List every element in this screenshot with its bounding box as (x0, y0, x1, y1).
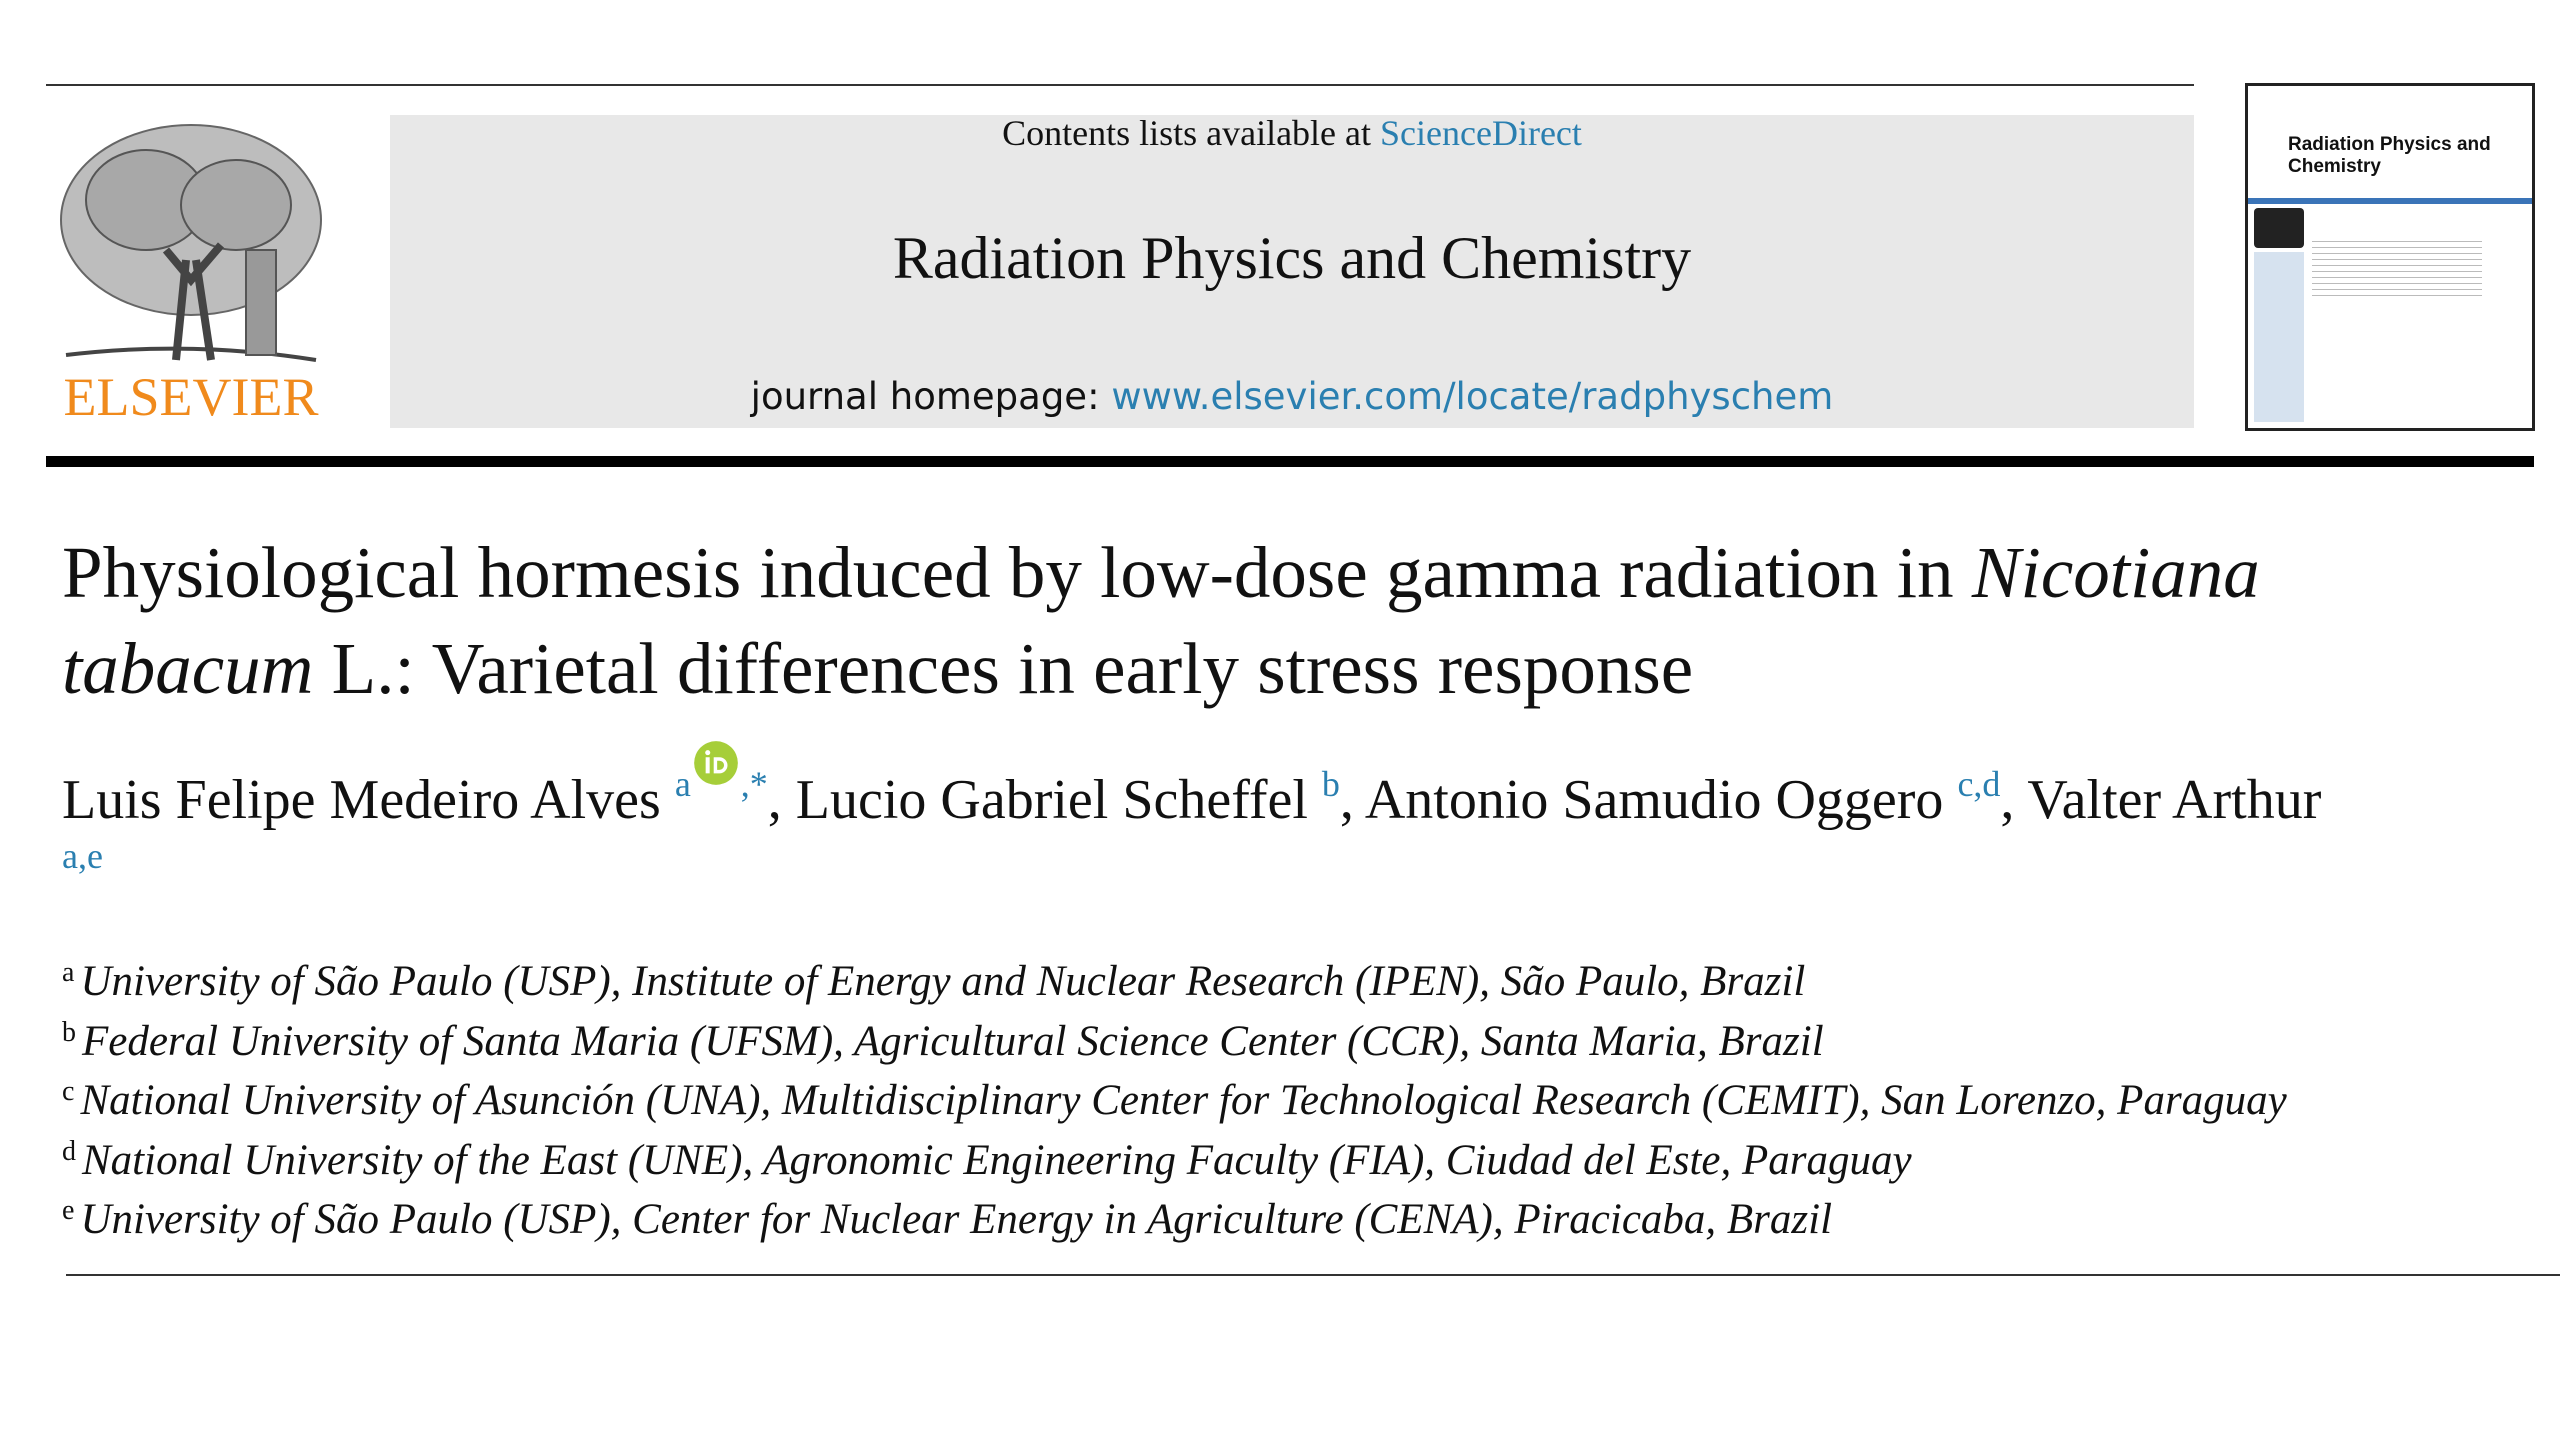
affiliation-text: University of São Paulo (USP), Center fo… (80, 1196, 1833, 1243)
homepage-link[interactable]: www.elsevier.com/locate/radphyschem (1111, 375, 1834, 418)
affiliation-text: National University of the East (UNE), A… (82, 1136, 1912, 1184)
affiliation-text: University of São Paulo (USP), Institute… (80, 958, 1806, 1005)
affiliation: b Federal University of Santa Maria (UFSM… (62, 1012, 2287, 1072)
contents-line: Contents lists available at ScienceDirec… (390, 112, 2194, 154)
top-rule (46, 84, 2194, 86)
author-name[interactable]: Antonio Samudio Oggero (1364, 769, 1944, 831)
author: Antonio Samudio Oggero c,d, (1354, 766, 2015, 831)
article-title: Physiological hormesis induced by low-do… (62, 525, 2502, 717)
orcid-icon[interactable] (693, 740, 739, 786)
publisher-name: ELSEVIER (64, 367, 319, 427)
affiliation: c National University of Asunción (UNA), … (62, 1071, 2287, 1131)
author-separator: , (767, 769, 782, 831)
author-name[interactable]: Luis Felipe Medeiro Alves (62, 769, 661, 831)
cover-block (2312, 236, 2482, 296)
affiliation-ref[interactable]: a,e (62, 836, 103, 876)
journal-banner (390, 115, 2194, 428)
affiliation-label: a (62, 957, 75, 988)
affiliation-label: c (62, 1076, 75, 1107)
author-affiliation-refs: b (1322, 764, 1340, 804)
corresponding-marker[interactable]: ,* (740, 764, 768, 804)
affiliation-label: e (62, 1195, 75, 1226)
author-affiliation-refs: c,d (1957, 764, 2000, 804)
homepage-prefix: journal homepage: (750, 375, 1100, 418)
cover-stripe (2248, 198, 2532, 204)
author-affiliation-refs: a ,* (674, 741, 768, 804)
affiliation: d National University of the East (UNE), … (62, 1131, 2287, 1191)
title-segment: Nicotiana tabacum (62, 532, 2260, 709)
title-segment: Physiological hormesis induced by low-do… (62, 532, 1972, 613)
affiliation-ref[interactable]: c,d (1957, 764, 2001, 804)
affiliation-text: Federal University of Santa Maria (UFSM)… (82, 1017, 1824, 1065)
homepage-line: journal homepage: www.elsevier.com/locat… (390, 375, 2194, 418)
author: Luis Felipe Medeiro Alves a ,*, (62, 741, 782, 831)
author-name[interactable]: Valter Arthur (2027, 769, 2322, 831)
affiliation: a University of São Paulo (USP), Institut… (62, 952, 2287, 1012)
author: Lucio Gabriel Scheffel b, (782, 766, 1354, 831)
author-affiliation-refs: a,e (62, 836, 103, 876)
affiliation-ref[interactable]: a (674, 764, 691, 804)
sciencedirect-link[interactable]: ScienceDirect (1380, 113, 1582, 153)
author-separator: , (2000, 769, 2015, 831)
affiliation-label: b (62, 1016, 76, 1048)
cover-title: Radiation Physics and Chemistry (2288, 134, 2491, 177)
affiliation: e University of São Paulo (USP), Center f… (62, 1190, 2287, 1250)
journal-cover[interactable]: Radiation Physics and Chemistry (2245, 83, 2535, 431)
author-name[interactable]: Lucio Gabriel Scheffel (795, 769, 1308, 831)
cover-emblem (2254, 208, 2304, 248)
header-rule (46, 456, 2534, 467)
contents-prefix: Contents lists available at (1002, 113, 1372, 153)
author-list: Luis Felipe Medeiro Alves a ,*, Lucio Gab… (62, 740, 2352, 908)
journal-title: Radiation Physics and Chemistry (892, 225, 1692, 291)
affiliation-list: a University of São Paulo (USP), Institut… (62, 952, 2287, 1250)
author-separator: , (1339, 769, 1354, 831)
title-segment: L.: Varietal differences in early stress… (313, 628, 1694, 709)
cover-sidebar (2254, 252, 2304, 422)
bottom-rule (66, 1274, 2560, 1276)
author: Valter Arthur a,e (62, 769, 2321, 903)
affiliation-ref[interactable]: b (1321, 764, 1340, 804)
affiliation-label: d (62, 1135, 76, 1167)
publisher-logo: ELSEVIER (60, 124, 322, 427)
affiliation-text: National University of Asunción (UNA), M… (80, 1077, 2287, 1124)
